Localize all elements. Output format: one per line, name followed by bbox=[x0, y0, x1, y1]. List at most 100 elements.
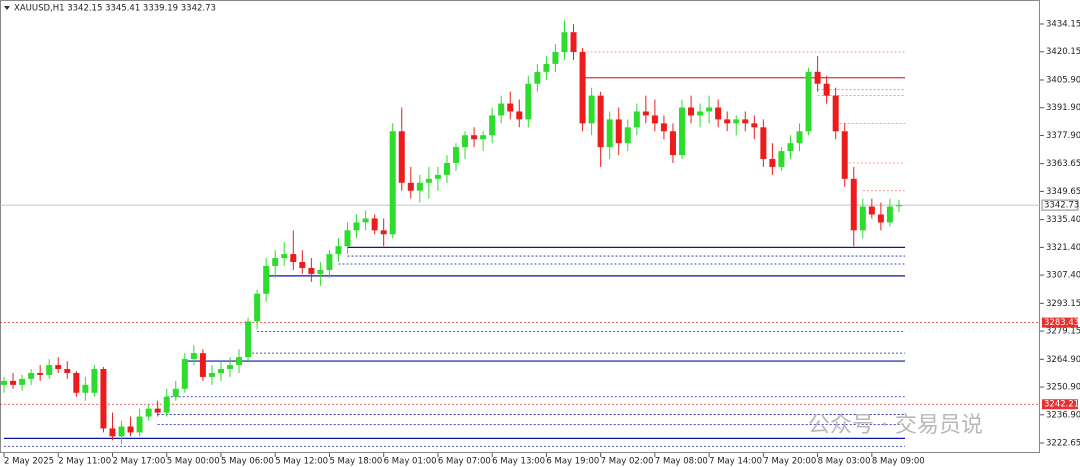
candle-body bbox=[290, 254, 297, 263]
candle-body bbox=[199, 353, 206, 377]
x-tick-label: 5 May 00:00 bbox=[167, 457, 220, 467]
candle-body bbox=[127, 426, 134, 433]
candle-body bbox=[208, 372, 215, 377]
candle-body bbox=[362, 218, 369, 223]
candle-body bbox=[651, 115, 658, 124]
x-tick-label: 6 May 07:00 bbox=[438, 457, 491, 467]
candle-body bbox=[371, 218, 378, 231]
candle-body bbox=[299, 262, 306, 268]
candle-body bbox=[552, 52, 559, 64]
candle-body bbox=[443, 162, 450, 175]
candle-body bbox=[706, 107, 713, 112]
y-tick-label: 3377.90 bbox=[1046, 131, 1080, 141]
candle-body bbox=[28, 372, 35, 379]
candle-body bbox=[859, 206, 866, 231]
candle-body bbox=[579, 52, 586, 124]
candle-body bbox=[344, 230, 351, 247]
candle-body bbox=[462, 135, 469, 148]
candle-body bbox=[64, 369, 71, 373]
candle-body bbox=[615, 119, 622, 144]
candle-body bbox=[335, 246, 342, 255]
candle-body bbox=[46, 365, 53, 375]
y-tick-label: 3434.15 bbox=[1046, 20, 1080, 30]
x-tick-label: 2 May 11:00 bbox=[58, 457, 111, 467]
candle-body bbox=[10, 380, 17, 385]
candle-body bbox=[832, 95, 839, 132]
candle-body bbox=[787, 143, 794, 152]
candle-body bbox=[688, 107, 695, 116]
candle-body bbox=[55, 365, 62, 370]
candle-body bbox=[669, 131, 676, 156]
candle-body bbox=[715, 107, 722, 120]
y-tick-label: 3264.90 bbox=[1046, 355, 1080, 365]
candle-body bbox=[697, 111, 704, 116]
x-tick-label: 6 May 01:00 bbox=[384, 457, 437, 467]
candle-body bbox=[796, 131, 803, 144]
x-tick-label: 6 May 13:00 bbox=[492, 457, 545, 467]
x-tick-label: 7 May 14:00 bbox=[709, 457, 762, 467]
candle-body bbox=[353, 222, 360, 231]
candle-body bbox=[543, 63, 550, 72]
candle-body bbox=[733, 119, 740, 124]
candle-body bbox=[326, 254, 333, 270]
y-tick-label: 3335.40 bbox=[1046, 215, 1080, 225]
candle-body bbox=[498, 103, 505, 116]
candle-body bbox=[624, 127, 631, 144]
x-tick-label: 7 May 20:00 bbox=[763, 457, 816, 467]
candle-body bbox=[588, 95, 595, 124]
candle-body bbox=[109, 428, 116, 437]
x-tick-label: 6 May 19:00 bbox=[546, 457, 599, 467]
candle-body bbox=[534, 71, 541, 84]
candle-body bbox=[850, 178, 857, 231]
candle-body bbox=[606, 119, 613, 148]
candle-body bbox=[136, 416, 143, 433]
candle-body bbox=[507, 103, 514, 112]
alert-label: 3242.21 bbox=[1044, 400, 1079, 410]
candle-body bbox=[389, 131, 396, 235]
candle-body bbox=[886, 206, 893, 223]
y-tick-label: 3349.65 bbox=[1046, 187, 1080, 197]
y-tick-label: 3236.90 bbox=[1046, 410, 1080, 420]
y-tick-label: 3363.65 bbox=[1046, 159, 1080, 169]
candle-body bbox=[236, 357, 243, 366]
x-tick-label: 8 May 03:00 bbox=[818, 457, 871, 467]
y-tick-label: 3279.15 bbox=[1046, 327, 1080, 337]
alert-box bbox=[1042, 399, 1078, 410]
candle-body bbox=[272, 258, 279, 266]
candle-body bbox=[91, 369, 98, 393]
x-tick-label: 2 May 2025 bbox=[4, 457, 54, 467]
alert-box bbox=[1042, 317, 1078, 328]
candle-body bbox=[434, 174, 441, 179]
price-box bbox=[1041, 199, 1079, 211]
candle-body bbox=[37, 372, 44, 375]
candle-body bbox=[254, 293, 261, 322]
candle-body bbox=[172, 388, 179, 397]
candle-body bbox=[823, 83, 830, 96]
candle-body bbox=[895, 205, 902, 207]
candle-body bbox=[380, 230, 387, 235]
candle-body bbox=[263, 265, 270, 294]
y-tick-label: 3222.65 bbox=[1046, 439, 1080, 449]
candle-body bbox=[814, 71, 821, 84]
candle-body bbox=[570, 32, 577, 53]
candle-body bbox=[642, 111, 649, 116]
candle-body bbox=[100, 369, 107, 429]
x-tick-label: 7 May 08:00 bbox=[655, 457, 708, 467]
x-tick-label: 5 May 12:00 bbox=[275, 457, 328, 467]
chart-title: XAUUSD,H1 3342.15 3345.41 3339.19 3342.7… bbox=[14, 4, 216, 14]
y-tick-label: 3420.15 bbox=[1046, 47, 1080, 57]
candle-body bbox=[778, 151, 785, 167]
candle-body bbox=[73, 372, 80, 393]
candle-body bbox=[145, 408, 152, 417]
candle-body bbox=[525, 83, 532, 120]
plot-frame bbox=[0, 0, 1040, 453]
candle-body bbox=[154, 408, 161, 413]
candle-body bbox=[1, 380, 7, 385]
candle-body bbox=[281, 254, 288, 259]
y-tick-label: 3321.40 bbox=[1046, 243, 1080, 253]
candle-body bbox=[633, 111, 640, 128]
y-tick-label: 3250.90 bbox=[1046, 383, 1080, 393]
candle-body bbox=[245, 321, 252, 358]
candle-body bbox=[489, 115, 496, 136]
